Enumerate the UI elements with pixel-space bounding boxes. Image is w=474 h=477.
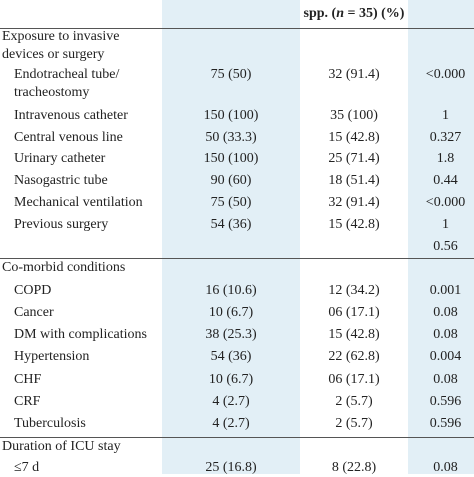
section-rule [0,437,474,438]
cell: 22 (62.8) [328,349,380,364]
cell: 90 (60) [210,173,252,188]
cell: 0.596 [429,416,462,431]
cell: 10 (6.7) [208,305,254,320]
cell: <0.000 [425,195,466,210]
row-label: COPD [14,283,52,298]
row-label: Endotracheal tube/ tracheostomy [14,67,120,100]
cell: 25 (16.8) [205,460,257,475]
cell: 0.08 [433,460,458,475]
cell: 75 (50) [210,195,252,210]
cell: 32 (91.4) [328,67,380,82]
cell: 18 (51.4) [328,173,380,188]
header-text: = 35) (%) [344,6,405,21]
cell: 1 [442,217,449,232]
cell: 15 (42.8) [328,327,380,342]
cell: 1.8 [436,151,455,166]
cell: 16 (10.6) [205,283,257,298]
shaded-column [162,0,300,474]
cell: 15 (42.8) [328,130,380,145]
cell: 0.08 [433,327,458,342]
cell: 75 (50) [210,67,252,82]
cell: 8 (22.8) [331,460,377,475]
header-rule [0,28,474,29]
column-header: spp. (n = 35) (%) [300,5,408,23]
row-label: Previous surgery [14,217,109,232]
cell: 0.08 [433,372,458,387]
row-label: CHF [14,372,42,387]
cell: <0.000 [425,67,466,82]
row-label: DM with complications [14,327,147,342]
cell: 06 (17.1) [328,305,380,320]
row-label: CRF [14,394,41,409]
cell: 4 (2.7) [212,416,250,431]
row-label: Intravenous catheter [14,108,128,123]
row-label: Nasogastric tube [14,173,108,188]
cell: 0.08 [433,305,458,320]
cell: 1 [442,108,449,123]
cell: 54 (36) [210,349,252,364]
cell: 54 (36) [210,217,252,232]
row-label: Central venous line [14,130,123,145]
shaded-column [408,0,474,474]
section-label: Exposure to invasive devices or surgery [2,29,120,62]
header-text: n [336,6,344,21]
row-label: Cancer [14,305,54,320]
cell: 15 (42.8) [328,217,380,232]
cell: 25 (71.4) [328,151,380,166]
cell: 38 (25.3) [205,327,257,342]
cell: 150 (100) [203,151,259,166]
cell: 2 (5.7) [335,394,373,409]
section-label: Duration of ICU stay [2,439,121,454]
cell: 2 (5.7) [335,416,373,431]
header-text: spp. ( [303,6,337,21]
cell: 12 (34.2) [328,283,380,298]
cell: 32 (91.4) [328,195,380,210]
row-label: Hypertension [14,349,90,364]
cell: 0.44 [433,173,458,188]
cell: 0.001 [429,283,462,298]
row-label: Tuberculosis [14,416,86,431]
cell: 35 (100) [330,108,378,123]
cell: 0.004 [429,349,462,364]
row-label: Urinary catheter [14,151,106,166]
row-label: Mechanical ventilation [14,195,143,210]
cell: 50 (33.3) [205,130,257,145]
cell: 0.327 [429,130,462,145]
cell: 0.596 [429,394,462,409]
section-rule [0,258,474,259]
row-label: ≤7 d [14,460,40,475]
cell: 4 (2.7) [212,394,250,409]
section-label: Co-morbid conditions [2,260,126,275]
cell: 0.56 [433,239,458,254]
cell: 150 (100) [203,108,259,123]
cell: 10 (6.7) [208,372,254,387]
cell: 06 (17.1) [328,372,380,387]
